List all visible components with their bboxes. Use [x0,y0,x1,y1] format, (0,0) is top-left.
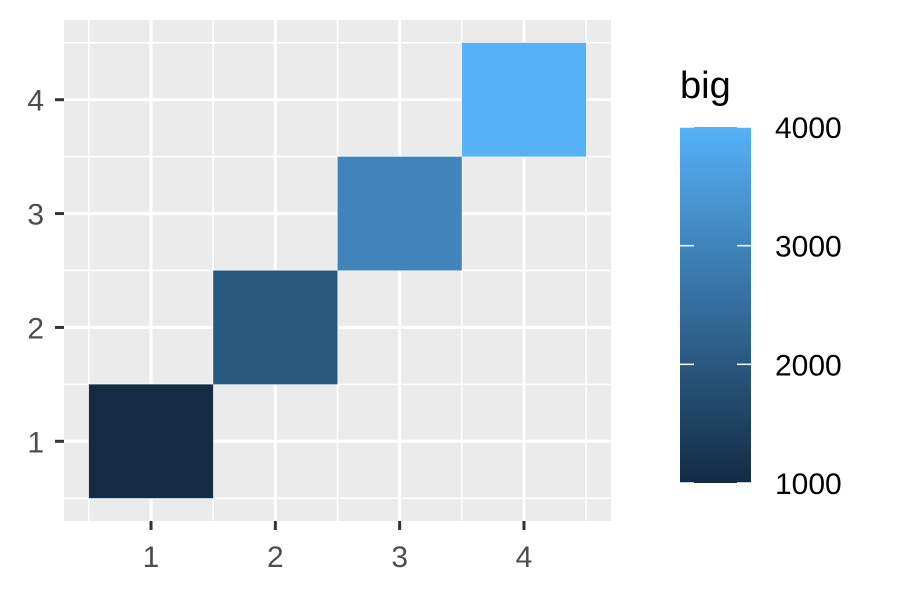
legend-label: 2000 [775,349,842,382]
legend-ticks: 1000 2000 3000 4000 [680,112,842,501]
heatmap-cell-4-4 [461,42,587,157]
legend-title: big [680,65,731,107]
y-tick-label: 2 [27,312,44,345]
legend-colorbar [680,127,751,483]
y-tick-label: 3 [27,199,44,232]
x-tick-label: 2 [267,541,284,574]
y-axis: 1 2 3 4 [27,85,64,459]
heatmap-cell-2-2 [213,270,338,385]
color-legend: big 1000 2000 3000 4000 [680,65,842,501]
legend-label: 3000 [775,231,842,264]
legend-label: 4000 [775,112,842,145]
x-tick-label: 3 [391,541,408,574]
y-tick-label: 4 [27,85,44,118]
legend-label: 1000 [775,468,842,501]
x-axis: 1 2 3 4 [143,521,533,574]
y-tick-label: 1 [27,426,44,459]
x-tick-label: 4 [516,541,533,574]
heatmap-cells [88,42,587,499]
x-tick-label: 1 [143,541,160,574]
heatmap-cell-3-3 [337,156,462,271]
heatmap-cell-1-1 [88,384,214,499]
